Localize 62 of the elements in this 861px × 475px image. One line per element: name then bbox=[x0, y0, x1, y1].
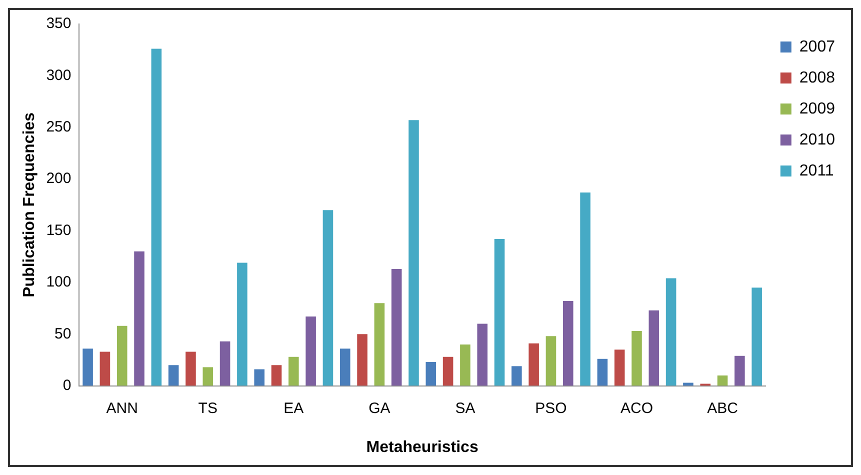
legend-label: 2007 bbox=[799, 38, 836, 56]
bar bbox=[357, 334, 368, 386]
bar bbox=[322, 210, 334, 386]
bar bbox=[426, 362, 436, 386]
bar bbox=[528, 343, 539, 386]
bar bbox=[546, 336, 556, 386]
y-tick-label: 50 bbox=[54, 325, 72, 342]
bar bbox=[391, 268, 402, 386]
x-tick-label: SA bbox=[455, 400, 476, 417]
x-axis-title: Metaheuristics bbox=[366, 438, 478, 456]
bar bbox=[597, 358, 608, 386]
legend-label: 2010 bbox=[799, 131, 836, 148]
bar bbox=[220, 341, 230, 386]
y-tick-label: 250 bbox=[46, 118, 72, 136]
x-tick-label: EA bbox=[284, 400, 304, 417]
bar bbox=[116, 326, 128, 386]
x-tick-label: ABC bbox=[707, 400, 738, 417]
bar bbox=[717, 375, 728, 386]
bar bbox=[306, 316, 316, 386]
y-tick-label: 0 bbox=[62, 376, 72, 394]
bar bbox=[168, 365, 179, 386]
bar bbox=[648, 310, 660, 386]
bar bbox=[494, 239, 505, 386]
x-tick-label: TS bbox=[198, 400, 218, 417]
bar bbox=[134, 251, 144, 386]
bar bbox=[202, 367, 214, 386]
x-tick-label: GA bbox=[368, 400, 390, 417]
bar bbox=[442, 356, 454, 386]
y-tick-label: 200 bbox=[46, 170, 72, 188]
bar bbox=[186, 352, 196, 386]
bar bbox=[100, 352, 110, 386]
bar bbox=[562, 301, 574, 386]
bar bbox=[580, 192, 590, 386]
bar bbox=[512, 366, 522, 386]
bar bbox=[477, 324, 488, 386]
bar bbox=[271, 365, 282, 386]
x-tick-label: PSO bbox=[535, 400, 567, 417]
bar bbox=[614, 350, 625, 386]
legend-label: 2008 bbox=[799, 69, 836, 86]
bar bbox=[632, 331, 642, 386]
bar bbox=[734, 356, 745, 386]
bar bbox=[752, 288, 762, 386]
legend-label: 2009 bbox=[799, 100, 836, 118]
bar bbox=[374, 303, 385, 386]
y-axis-title: Publication Frequencies bbox=[21, 112, 38, 298]
bar bbox=[82, 348, 93, 386]
y-tick-label: 350 bbox=[46, 15, 72, 32]
y-tick-label: 100 bbox=[46, 274, 72, 291]
bar bbox=[666, 278, 676, 386]
x-tick-label: ACO bbox=[620, 400, 654, 417]
x-tick-label: ANN bbox=[106, 400, 138, 417]
bar bbox=[408, 120, 419, 386]
y-tick-label: 300 bbox=[46, 66, 72, 84]
bar bbox=[254, 369, 264, 386]
y-tick-label: 150 bbox=[46, 222, 72, 239]
bar bbox=[683, 382, 694, 386]
bar bbox=[151, 48, 162, 386]
bar bbox=[460, 344, 470, 386]
bar bbox=[340, 348, 350, 386]
legend-label: 2011 bbox=[799, 162, 834, 180]
bar bbox=[288, 356, 299, 386]
bar bbox=[237, 262, 248, 386]
